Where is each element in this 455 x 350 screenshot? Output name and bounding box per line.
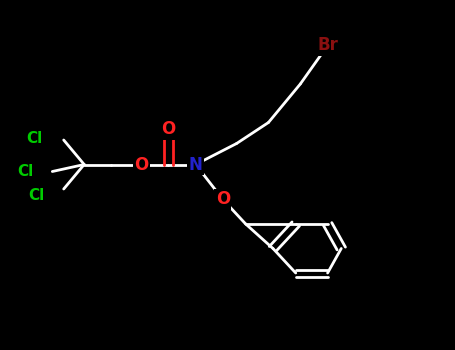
Text: Br: Br	[317, 36, 338, 55]
Text: N: N	[189, 155, 202, 174]
Text: O: O	[134, 155, 148, 174]
Text: Cl: Cl	[28, 189, 45, 203]
Text: O: O	[161, 120, 176, 139]
Text: Cl: Cl	[26, 131, 42, 146]
Text: Cl: Cl	[17, 164, 33, 179]
Text: O: O	[216, 190, 230, 209]
